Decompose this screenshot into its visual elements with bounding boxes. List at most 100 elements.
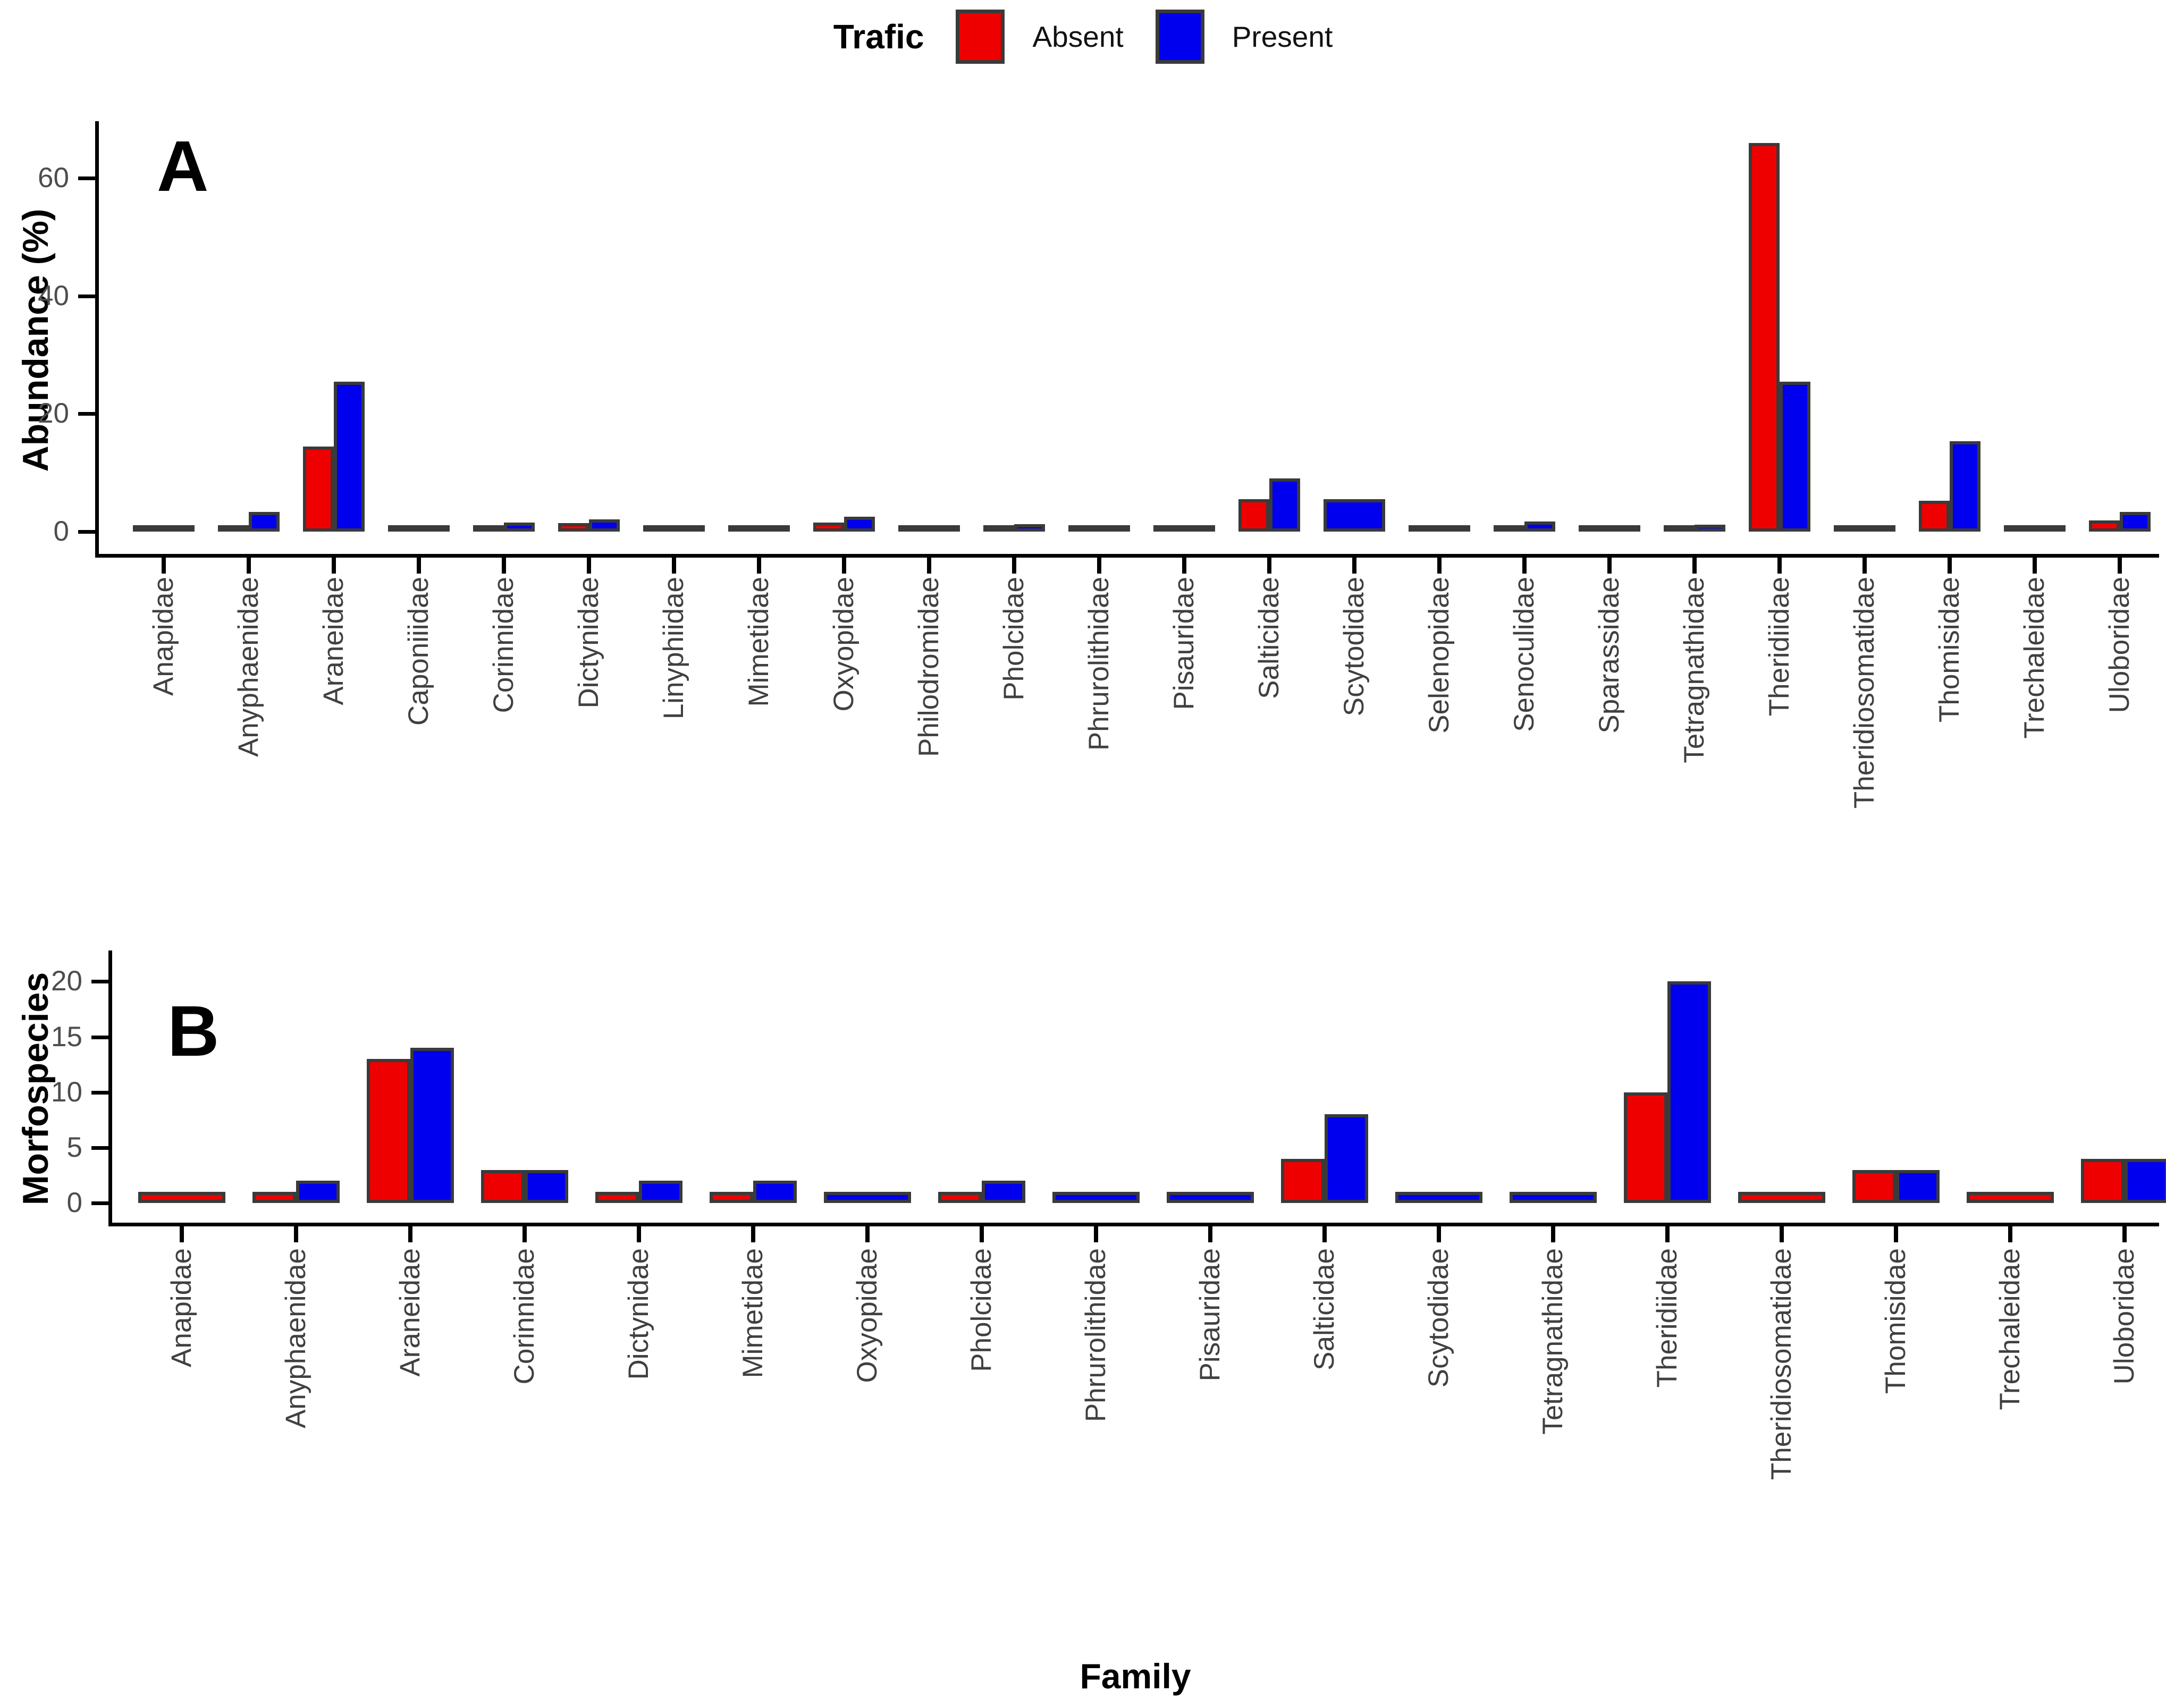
bar-present-pisauridae: [1167, 1192, 1254, 1203]
bar-present-corinnidae: [504, 523, 535, 532]
x-tick-mark: [865, 1226, 870, 1242]
bar-present-dictynidae: [589, 519, 620, 532]
x-category-label-selenopidae: Selenopidae: [1423, 577, 1455, 734]
y-tick-mark: [78, 295, 95, 298]
bar-absent-anapidae: [133, 525, 164, 532]
x-category-label-caponiiidae: Caponiiidae: [403, 577, 434, 726]
bar-absent-senoculidae: [1494, 525, 1524, 532]
x-tick-mark: [2008, 1226, 2012, 1242]
x-tick-mark: [1208, 1226, 1212, 1242]
x-category-label-philodromidae: Philodromidae: [913, 577, 945, 757]
legend-title: Trafic: [833, 18, 924, 56]
bar-present-linyphiidae: [674, 525, 705, 532]
x-category-label-mimetidae: Mimetidae: [737, 1248, 769, 1378]
bar-absent-philodromidae: [898, 525, 929, 532]
x-category-label-tetragnathidae: Tetragnathidae: [1537, 1248, 1569, 1435]
bar-present-theridiosomatidae: [1865, 525, 1895, 532]
bar-present-corinnidae: [525, 1170, 568, 1203]
x-tick-mark: [2033, 558, 2037, 574]
y-tick-label: 60: [38, 162, 69, 193]
x-tick-mark: [1607, 558, 1612, 574]
bar-present-caponiiidae: [419, 525, 450, 532]
bar-absent-anyphaenidae: [218, 525, 249, 532]
x-tick-mark: [1012, 558, 1016, 574]
bar-absent-araneidae: [367, 1059, 410, 1203]
x-tick-mark: [2118, 558, 2122, 574]
x-tick-mark: [1894, 1226, 1898, 1242]
x-category-label-oxyopidae: Oxyopidae: [852, 1248, 883, 1383]
x-category-label-anapidae: Anapidae: [148, 577, 179, 696]
bar-absent-mimetidae: [710, 1192, 753, 1203]
bar-absent-mimetidae: [728, 525, 759, 532]
bar-absent-phrurolithidae: [1068, 525, 1099, 532]
absent-color-swatch: [956, 10, 1005, 64]
x-category-label-dictynidae: Dictynidae: [623, 1248, 654, 1380]
bar-present-oxyopidae: [824, 1192, 911, 1203]
bar-absent-anyphaenidae: [252, 1192, 296, 1203]
legend-item-present: Present: [1155, 10, 1333, 64]
bar-absent-theridiidae: [1624, 1092, 1667, 1203]
bar-present-scytodidae: [1395, 1192, 1482, 1203]
bar-present-phrurolithidae: [1099, 525, 1130, 532]
x-tick-mark: [1665, 1226, 1670, 1242]
bar-absent-selenopidae: [1409, 525, 1439, 532]
x-category-label-theridiosomatidae: Theridiosomatidae: [1766, 1248, 1797, 1480]
bar-absent-theridiosomatidae: [1738, 1192, 1825, 1203]
legend-label-absent: Absent: [1032, 20, 1124, 53]
y-tick-label: 40: [38, 280, 69, 312]
y-tick-label: 15: [51, 1021, 82, 1053]
x-category-label-pisauridae: Pisauridae: [1168, 577, 1200, 710]
bar-present-araneidae: [410, 1048, 454, 1203]
bar-absent-trechaleidae: [1967, 1192, 2054, 1203]
bar-present-tetragnathidae: [1510, 1192, 1597, 1203]
bar-absent-thomisidae: [1919, 501, 1950, 532]
x-tick-mark: [751, 1226, 755, 1242]
bar-absent-linyphiidae: [643, 525, 674, 532]
x-category-label-pisauridae: Pisauridae: [1194, 1248, 1226, 1382]
x-tick-mark: [1777, 558, 1782, 574]
bar-present-uloboridae: [2125, 1159, 2166, 1203]
bar-present-pholcidae: [1014, 524, 1045, 532]
x-tick-mark: [980, 1226, 984, 1242]
bar-present-mimetidae: [753, 1181, 797, 1203]
bar-absent-araneidae: [303, 447, 334, 532]
y-tick-mark: [91, 1146, 108, 1150]
bar-present-thomisidae: [1950, 441, 1980, 532]
x-tick-mark: [927, 558, 931, 574]
x-category-label-salticidae: Salticidae: [1309, 1248, 1340, 1370]
bar-absent-caponiiidae: [388, 525, 419, 532]
bar-present-araneidae: [334, 382, 365, 532]
panel-a-letter: A: [157, 126, 209, 206]
bar-present-tetragnathidae: [1695, 525, 1725, 532]
present-color-swatch: [1155, 10, 1204, 64]
bar-present-salticidae: [1325, 1114, 1368, 1203]
x-category-label-theridiosomatidae: Theridiosomatidae: [1849, 577, 1880, 809]
bar-present-theridiidae: [1667, 981, 1711, 1203]
bar-absent-pisauridae: [1153, 525, 1184, 532]
y-tick-label: 20: [38, 398, 69, 429]
x-tick-mark: [162, 558, 166, 574]
x-category-label-scytodidae: Scytodidae: [1423, 1248, 1454, 1388]
x-category-label-tetragnathidae: Tetragnathidae: [1679, 577, 1710, 763]
x-tick-mark: [1551, 1226, 1555, 1242]
legend-label-present: Present: [1232, 20, 1333, 53]
y-tick-mark: [91, 1201, 108, 1205]
x-tick-mark: [1437, 558, 1442, 574]
bar-present-anapidae: [164, 525, 195, 532]
y-tick-mark: [78, 176, 95, 180]
bar-absent-thomisidae: [1852, 1170, 1896, 1203]
bar-present-thomisidae: [1896, 1170, 1940, 1203]
bar-absent-uloboridae: [2081, 1159, 2125, 1203]
legend-item-absent: Absent: [956, 10, 1124, 64]
bar-absent-salticidae: [1238, 499, 1269, 532]
bar-present-pholcidae: [982, 1181, 1025, 1203]
bar-present-anyphaenidae: [296, 1181, 340, 1203]
x-category-label-trechaleidae: Trechaleidae: [1994, 1248, 2026, 1410]
x-category-label-anapidae: Anapidae: [166, 1248, 197, 1367]
x-tick-mark: [180, 1226, 184, 1242]
x-tick-mark: [332, 558, 336, 574]
bar-present-theridiidae: [1780, 382, 1810, 532]
x-category-label-anyphaenidae: Anyphaenidae: [233, 577, 264, 757]
bar-absent-trechaleidae: [2004, 525, 2035, 532]
x-tick-mark: [408, 1226, 412, 1242]
